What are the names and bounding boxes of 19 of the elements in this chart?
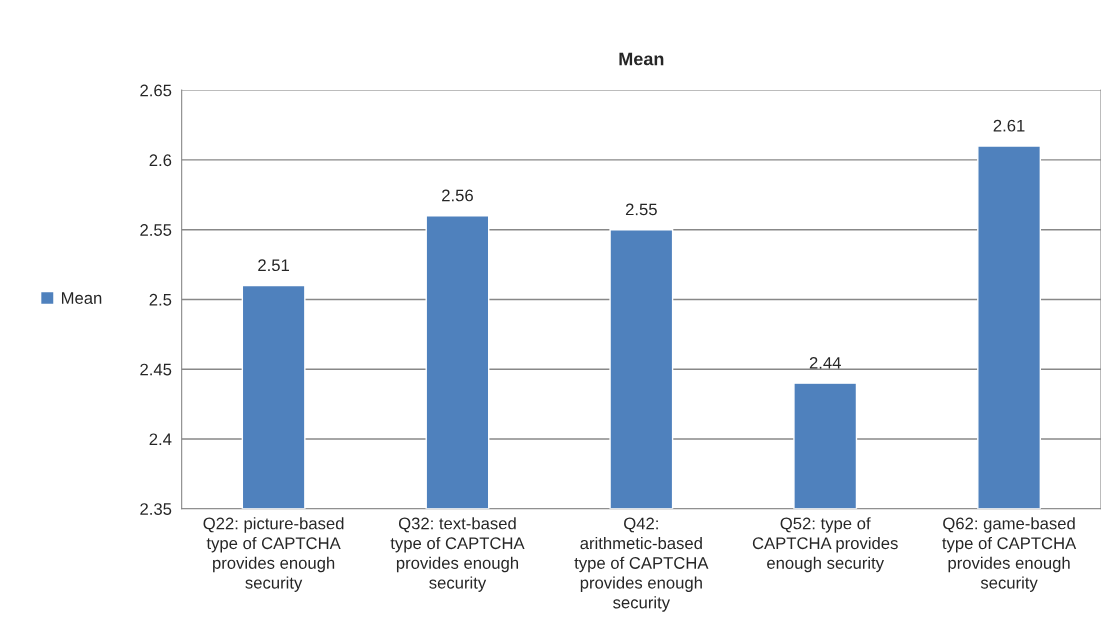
y-tick-label: 2.55 xyxy=(140,224,172,236)
y-tick-label: 2.45 xyxy=(140,363,172,376)
y-tick-label: 2.65 xyxy=(140,84,172,97)
data-label: 2.51 xyxy=(258,259,290,272)
x-tick-label: Q42: arithmetic-based type of CAPTCHA provides enough security xyxy=(574,517,709,612)
y-tick-label: 2.4 xyxy=(149,433,172,446)
data-label: 2.44 xyxy=(809,356,841,369)
y-tick-label: 2.35 xyxy=(140,503,172,515)
legend-label: Mean xyxy=(61,292,102,304)
x-tick-label: Q32: text-based type of CAPTCHA provides enough security xyxy=(390,517,525,592)
y-tick-label: 2.6 xyxy=(149,154,172,167)
x-tick-label: Q52: type of CAPTCHA provides enough security xyxy=(752,517,898,573)
data-label: 2.56 xyxy=(442,189,473,202)
chart-title: Mean xyxy=(619,52,664,66)
data-label: 2.61 xyxy=(993,119,1025,132)
y-tick-label: 2.5 xyxy=(149,293,172,306)
data-label: 2.55 xyxy=(625,203,657,216)
x-tick-label: Q62: game-based type of CAPTCHA provides enough security xyxy=(942,517,1077,592)
x-tick-label: Q22: picture-based type of CAPTCHA provides enough security xyxy=(203,517,344,592)
